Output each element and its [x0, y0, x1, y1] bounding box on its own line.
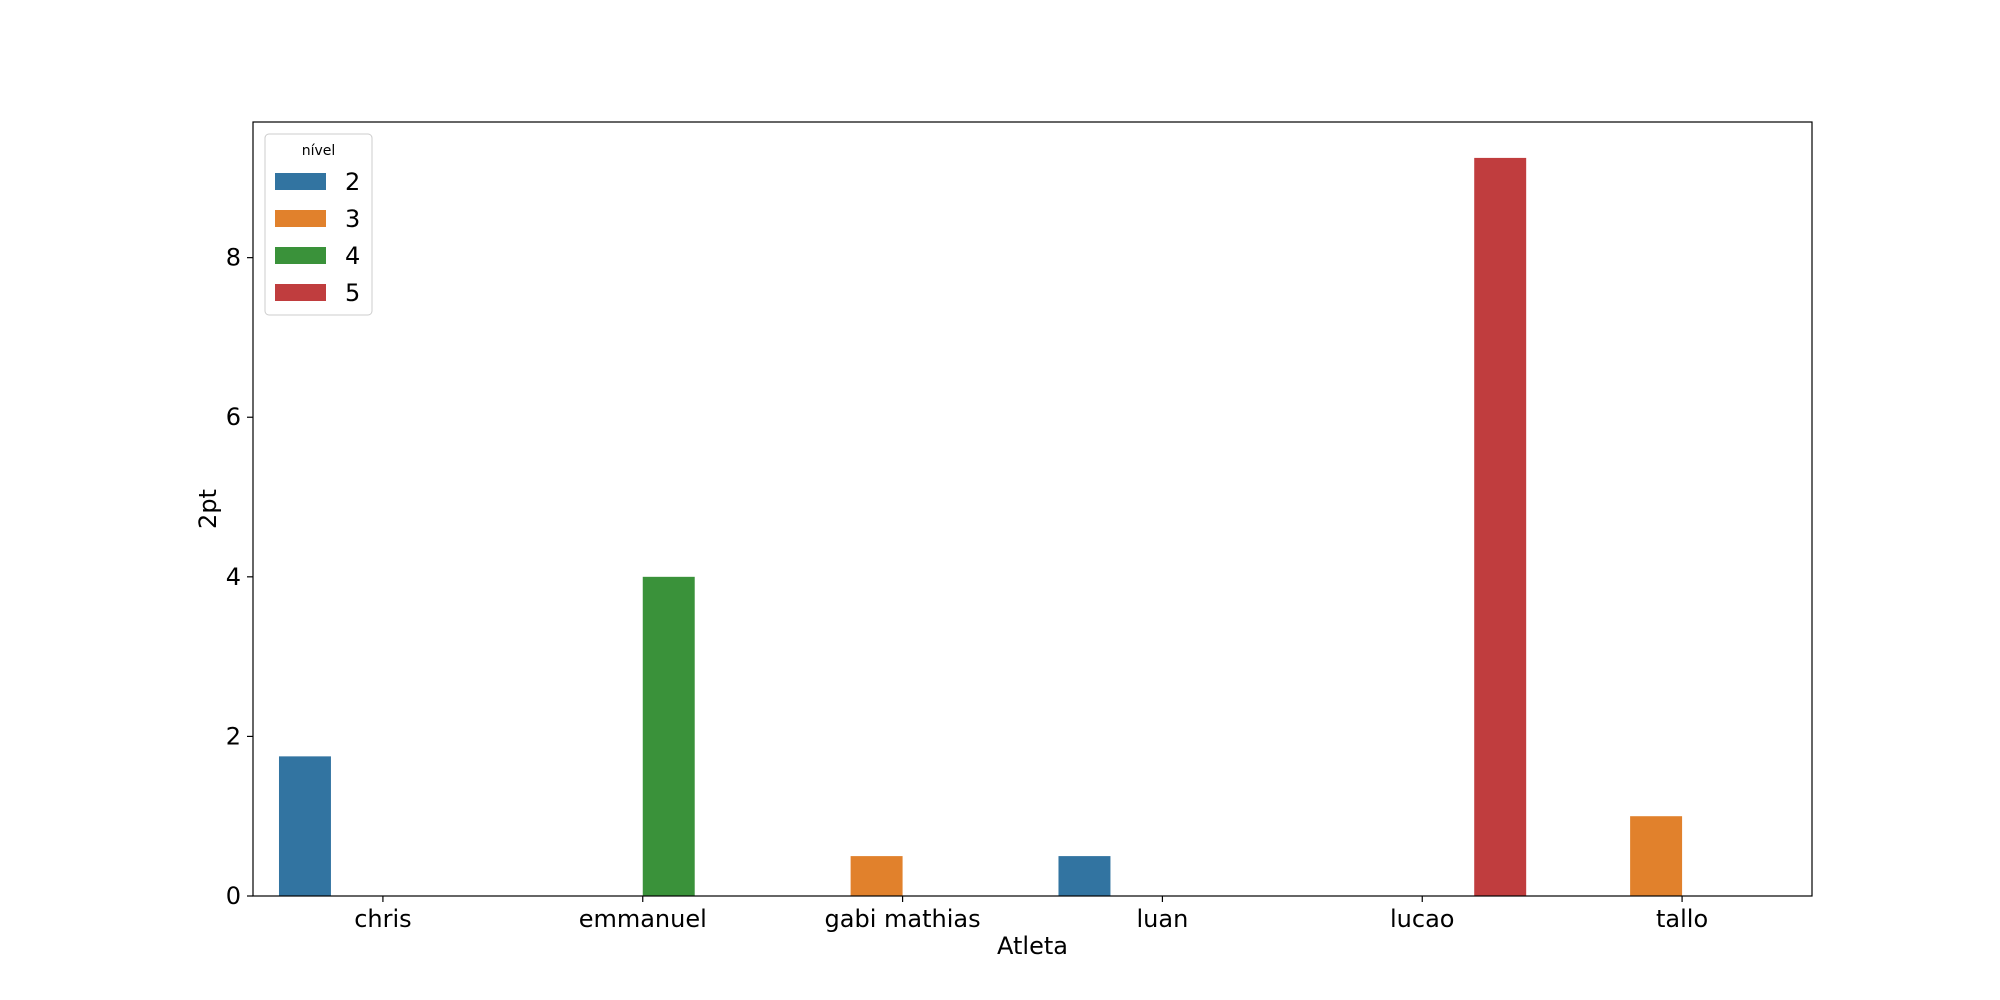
legend-label-5: 5 [345, 279, 360, 307]
y-axis-label: 2pt [194, 489, 222, 529]
y-axis-ticks: 0 2 4 6 8 [226, 244, 253, 910]
bars-layer [278, 157, 1683, 896]
legend-swatch-3 [275, 210, 326, 227]
y-tick-label: 4 [226, 563, 241, 591]
y-tick-label: 2 [226, 722, 241, 750]
x-tick-label: tallo [1656, 905, 1708, 933]
bar-gabi-mathias-nivel-3 [850, 856, 903, 896]
y-tick-label: 6 [226, 403, 241, 431]
legend-label-3: 3 [345, 205, 360, 233]
legend-label-2: 2 [345, 168, 360, 196]
x-axis-ticks: chris emmanuel gabi mathias luan lucao tallo [354, 896, 1708, 933]
legend-swatch-4 [275, 247, 326, 264]
x-tick-label: luan [1137, 905, 1189, 933]
legend-entries: 2 3 4 5 [275, 168, 360, 307]
legend-swatch-5 [275, 284, 326, 301]
x-tick-label: lucao [1390, 905, 1454, 933]
legend-label-4: 4 [345, 242, 360, 270]
x-tick-label: gabi mathias [825, 905, 981, 933]
legend-swatch-2 [275, 173, 326, 190]
bar-tallo-nivel-3 [1630, 816, 1683, 896]
x-tick-label: emmanuel [579, 905, 707, 933]
bar-luan-nivel-2 [1058, 856, 1111, 896]
legend: nível 2 3 4 5 [264, 133, 373, 316]
bar-chris-nivel-2 [278, 756, 331, 896]
legend-title: nível [302, 143, 336, 159]
plot-area-frame [252, 121, 1813, 897]
x-tick-label: chris [354, 905, 411, 933]
y-tick-label: 0 [226, 882, 241, 910]
x-axis-label: Atleta [997, 932, 1068, 960]
bar-lucao-nivel-5 [1474, 157, 1527, 896]
bar-emmanuel-nivel-4 [642, 576, 695, 896]
y-tick-label: 8 [226, 244, 241, 272]
